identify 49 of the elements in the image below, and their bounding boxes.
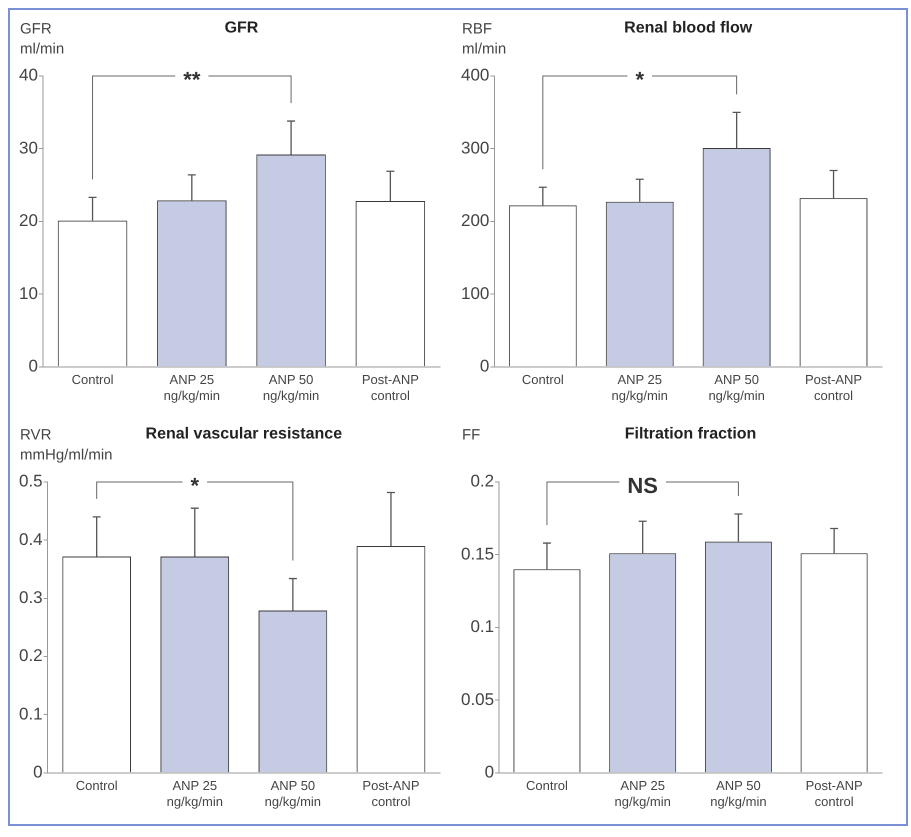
annotation: NS bbox=[627, 473, 658, 498]
x-tick-label: ANP 50 ng/kg/min bbox=[708, 372, 765, 403]
chart-title: Renal vascular resistance bbox=[146, 425, 342, 442]
y-tick-label: 0.1 bbox=[18, 704, 43, 724]
x-tick-label: Post-ANP control bbox=[362, 372, 419, 403]
y-tick-label: 0 bbox=[28, 356, 38, 376]
y-tick-label: 0 bbox=[33, 762, 43, 782]
x-tick-label: Post-ANP control bbox=[806, 778, 863, 809]
y-axis-title: RVR mmHg/ml/min bbox=[20, 426, 112, 464]
annotation: * bbox=[190, 473, 200, 498]
y-tick-label: 0.4 bbox=[18, 530, 43, 549]
x-tick-label: ANP 25 ng/kg/min bbox=[614, 778, 671, 809]
y-tick-label: 0 bbox=[480, 356, 490, 376]
y-tick-label: 0.2 bbox=[470, 472, 494, 491]
y-tick-label: 0.5 bbox=[18, 472, 43, 491]
y-tick-label: 0 bbox=[484, 762, 494, 782]
x-tick-label: Control bbox=[76, 778, 118, 794]
y-axis-title: GFR ml/min bbox=[20, 20, 64, 58]
x-tick-label: Control bbox=[72, 372, 114, 388]
y-tick-label: 200 bbox=[460, 211, 490, 230]
x-tick-label: ANP 25 ng/kg/min bbox=[612, 372, 668, 403]
x-tick-label: ANP 25 ng/kg/min bbox=[164, 372, 220, 403]
chart-title: Filtration fraction bbox=[624, 425, 756, 442]
y-tick-label: 400 bbox=[460, 66, 490, 85]
y-tick-label: 0.2 bbox=[18, 646, 43, 666]
x-tick-label: ANP 50 ng/kg/min bbox=[264, 778, 322, 809]
annotation: ** bbox=[183, 67, 201, 92]
y-tick-label: 0.3 bbox=[18, 588, 43, 608]
x-tick-label: ANP 25 ng/kg/min bbox=[166, 778, 223, 809]
x-tick-label: ANP 50 ng/kg/min bbox=[262, 372, 320, 403]
y-axis-title: RBF ml/min bbox=[462, 20, 506, 58]
y-tick-label: 300 bbox=[460, 138, 490, 158]
x-tick-label: Control bbox=[526, 778, 568, 794]
x-tick-label: Post-ANP control bbox=[362, 778, 420, 809]
y-tick-label: 20 bbox=[18, 211, 38, 230]
y-tick-label: 0.1 bbox=[470, 617, 494, 636]
chart-title: GFR bbox=[224, 19, 259, 36]
y-tick-label: 30 bbox=[18, 138, 38, 158]
x-tick-label: Control bbox=[522, 372, 564, 388]
y-tick-label: 0.05 bbox=[460, 690, 494, 709]
y-tick-label: 10 bbox=[18, 284, 38, 303]
annotation: * bbox=[635, 67, 644, 92]
y-tick-label: 40 bbox=[18, 66, 38, 85]
y-tick-label: 0.15 bbox=[460, 544, 494, 564]
x-tick-label: ANP 50 ng/kg/min bbox=[710, 778, 767, 809]
chart-title: Renal blood flow bbox=[624, 19, 753, 36]
y-axis-title: FF bbox=[462, 426, 480, 444]
y-tick-label: 100 bbox=[460, 284, 490, 303]
x-tick-label: Post-ANP control bbox=[805, 372, 862, 403]
